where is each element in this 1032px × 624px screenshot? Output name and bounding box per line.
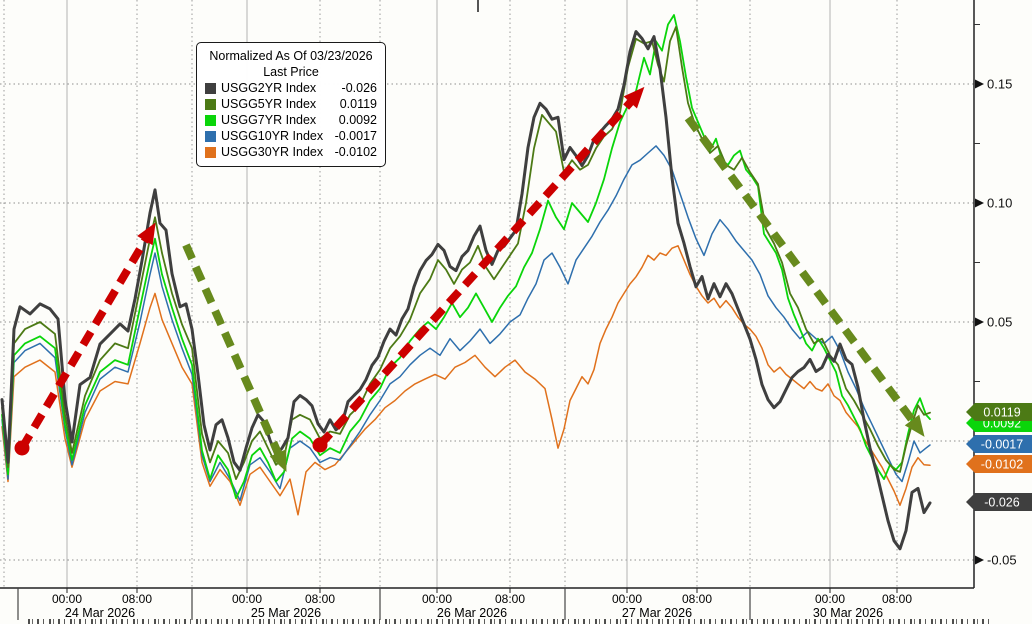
- badge-tag-icon: [966, 403, 1032, 421]
- y-tick-arrow-icon: [975, 555, 984, 565]
- time-label: 08:00: [882, 592, 912, 606]
- annotation-olive-arrow-2: [684, 115, 925, 437]
- y-axis-label: 0.10: [987, 196, 1012, 211]
- date-label: 30 Mar 2026: [813, 606, 883, 620]
- last-price-badge: -0.026: [966, 493, 1032, 511]
- arrow-start-dot-icon: [312, 437, 328, 453]
- date-label: 24 Mar 2026: [65, 606, 135, 620]
- legend-series-label: USGG5YR Index: [221, 97, 317, 111]
- series-line-usgg30yr: [1, 245, 931, 516]
- arrow-head-icon: [904, 414, 925, 437]
- series-layer: [0, 14, 932, 551]
- legend-swatch-icon: [205, 98, 216, 110]
- legend-row-usgg7yr[interactable]: USGG7YR Index 0.0092: [205, 112, 377, 128]
- y-axis-label: 0.05: [987, 315, 1012, 330]
- annotation-red-arrow-1: [14, 222, 156, 456]
- y-tick-arrow-icon: [975, 198, 984, 208]
- arrow-head-icon: [623, 86, 645, 109]
- y-tick-arrow-icon: [975, 79, 984, 89]
- badge-value: -0.0017: [981, 438, 1023, 452]
- legend-subtitle: Last Price: [263, 65, 319, 79]
- legend-title: Normalized As Of 03/23/2026: [209, 49, 373, 63]
- legend: Normalized As Of 03/23/2026 Last Price U…: [196, 42, 386, 167]
- time-label: 00:00: [422, 592, 452, 606]
- legend-series-value: 0.0119: [339, 97, 377, 111]
- time-label: 00:00: [232, 592, 262, 606]
- crop-artifact-tick: [477, 0, 479, 12]
- series-line-usgg7yr: [1, 14, 931, 500]
- time-label: 00:00: [612, 592, 642, 606]
- badge-tag-icon: [966, 435, 1032, 453]
- legend-series-value: 0.0092: [338, 113, 377, 127]
- arrow-shaft: [18, 235, 151, 451]
- arrow-shaft: [182, 243, 284, 459]
- y-axis-label: -0.05: [987, 553, 1017, 568]
- time-label: 00:00: [815, 592, 845, 606]
- time-label: 08:00: [305, 592, 335, 606]
- legend-swatch-icon: [205, 82, 216, 94]
- legend-row-usgg30yr[interactable]: USGG30YR Index -0.0102: [205, 144, 377, 160]
- series-line-usgg10yr: [1, 145, 931, 502]
- date-label: 25 Mar 2026: [251, 606, 321, 620]
- arrow-shaft: [317, 96, 636, 448]
- legend-swatch-icon: [205, 114, 216, 126]
- arrow-head-icon: [137, 222, 156, 246]
- badge-tag-icon: [966, 493, 1032, 511]
- last-price-badge: 0.0119: [966, 403, 1032, 421]
- annotation-olive-arrow-1: [182, 243, 287, 473]
- arrow-shaft: [684, 115, 918, 426]
- last-price-badge: -0.0102: [966, 455, 1032, 473]
- arrow-head-icon: [269, 449, 287, 473]
- y-axis-label: 0.15: [987, 77, 1012, 92]
- clipped-footer-text: [28, 619, 992, 624]
- date-label: 27 Mar 2026: [622, 606, 692, 620]
- badge-value: -0.0102: [981, 458, 1023, 472]
- time-label: 08:00: [495, 592, 525, 606]
- legend-series-value: -0.0102: [334, 145, 377, 159]
- y-tick-arrow-icon: [975, 317, 984, 327]
- date-label: 26 Mar 2026: [437, 606, 507, 620]
- legend-series-value: -0.026: [341, 81, 377, 95]
- legend-series-value: -0.0017: [334, 129, 377, 143]
- legend-rows: USGG2YR Index -0.026 USGG5YR Index 0.0119 US…: [205, 80, 377, 160]
- legend-series-label: USGG2YR Index: [221, 81, 317, 95]
- badge-tag-icon: [966, 455, 1032, 473]
- legend-swatch-icon: [205, 130, 216, 142]
- legend-series-label: USGG10YR Index: [221, 129, 324, 143]
- legend-series-label: USGG30YR Index: [221, 145, 324, 159]
- series-line-usgg2yr: [0, 30, 932, 551]
- legend-row-usgg10yr[interactable]: USGG10YR Index -0.0017: [205, 128, 377, 144]
- annotation-red-arrow-2: [312, 86, 645, 453]
- series-line-usgg5yr: [1, 25, 931, 481]
- legend-series-label: USGG7YR Index: [221, 113, 317, 127]
- legend-swatch-icon: [205, 146, 216, 158]
- legend-row-usgg2yr[interactable]: USGG2YR Index -0.026: [205, 80, 377, 96]
- legend-row-usgg5yr[interactable]: USGG5YR Index 0.0119: [205, 96, 377, 112]
- last-price-badge: -0.0017: [966, 435, 1032, 453]
- time-label: 08:00: [682, 592, 712, 606]
- badge-value: 0.0119: [983, 406, 1020, 420]
- time-label: 08:00: [122, 592, 152, 606]
- badge-value: -0.026: [984, 496, 1019, 510]
- arrow-start-dot-icon: [14, 440, 30, 456]
- time-label: 00:00: [52, 592, 82, 606]
